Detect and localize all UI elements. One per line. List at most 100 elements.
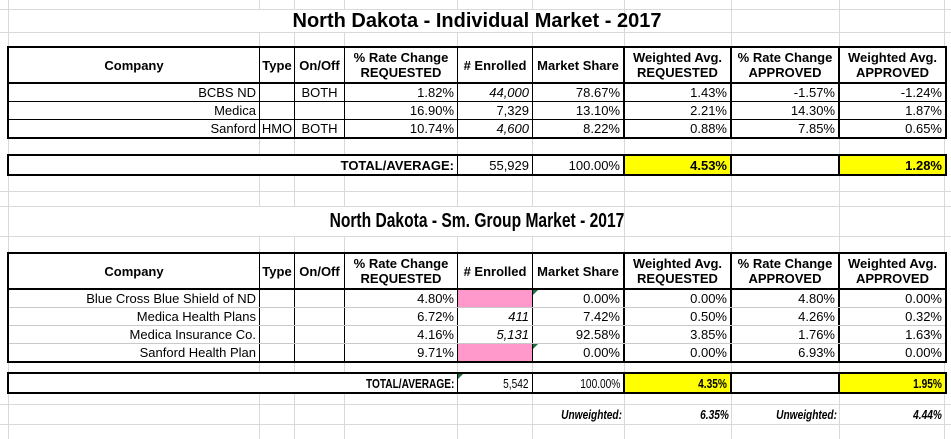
cell-enrolled[interactable]: 4,600: [458, 120, 533, 137]
cell-company[interactable]: Medica Insurance Co.: [9, 326, 260, 343]
cell-enrolled[interactable]: 44,000: [458, 84, 533, 101]
cell-type[interactable]: [260, 326, 295, 343]
unweighted-approved-value[interactable]: 4.44%: [913, 407, 942, 422]
total-wavg-requested[interactable]: 4.35%: [625, 374, 732, 392]
cell-enrolled[interactable]: 411: [458, 308, 533, 325]
cell-company[interactable]: BCBS ND: [9, 84, 260, 101]
col-header-market-share[interactable]: Market Share: [533, 48, 625, 82]
total-enrolled[interactable]: 5,542: [458, 374, 533, 392]
cell-onoff[interactable]: BOTH: [295, 84, 345, 101]
cell-wavg-approved[interactable]: 1.87%: [905, 103, 942, 118]
cell-rate-approved[interactable]: 14.30%: [732, 102, 840, 119]
cell-market-share[interactable]: 78.67%: [533, 84, 625, 101]
col-header-wavg-requested[interactable]: Weighted Avg. REQUESTED: [625, 254, 732, 288]
col-header-enrolled[interactable]: # Enrolled: [458, 48, 533, 82]
total-enrolled[interactable]: 55,929: [458, 156, 533, 174]
cell-wavg-approved[interactable]: 1.63%: [905, 327, 942, 342]
cell-wavg-approved[interactable]: 0.00%: [905, 345, 942, 360]
cell-onoff[interactable]: [295, 102, 345, 119]
cell-company[interactable]: Sanford Health Plan: [9, 344, 260, 361]
total-rate-approved[interactable]: [732, 156, 840, 174]
cell-market-share[interactable]: 13.10%: [533, 102, 625, 119]
col-header-rate-requested[interactable]: % Rate Change REQUESTED: [345, 254, 458, 288]
cell-wavg-approved[interactable]: 0.65%: [905, 121, 942, 136]
total-wavg-approved[interactable]: 1.28%: [840, 156, 945, 174]
cell-rate-requested[interactable]: 10.74%: [345, 120, 458, 137]
cell-onoff[interactable]: [295, 290, 345, 307]
cell-market-share[interactable]: 0.00%: [533, 344, 625, 361]
unweighted-label-approved[interactable]: Unweighted:: [776, 407, 837, 422]
cell-wavg-requested[interactable]: 0.00%: [625, 344, 732, 361]
cell-wavg-requested[interactable]: 0.50%: [625, 308, 732, 325]
cell-wavg-approved[interactable]: -1.24%: [900, 85, 942, 100]
cell-wavg-approved[interactable]: 0.00%: [905, 291, 942, 306]
col-header-enrolled[interactable]: # Enrolled: [458, 254, 533, 288]
cell-type[interactable]: [260, 102, 295, 119]
col-header-market-share[interactable]: Market Share: [533, 254, 625, 288]
total-label[interactable]: TOTAL/AVERAGE:: [9, 156, 458, 174]
individual-market-title[interactable]: North Dakota - Individual Market - 2017: [292, 9, 662, 32]
col-header-wavg-approved[interactable]: Weighted Avg. APPROVED: [847, 256, 938, 286]
cell-rate-approved[interactable]: 4.80%: [732, 290, 840, 307]
cell-rate-requested[interactable]: 4.80%: [345, 290, 458, 307]
col-header-type[interactable]: Type: [260, 48, 295, 82]
cell-wavg-requested[interactable]: 2.21%: [625, 102, 732, 119]
cell-enrolled-missing[interactable]: [458, 344, 533, 361]
cell-rate-approved[interactable]: -1.57%: [732, 84, 840, 101]
cell-rate-approved[interactable]: 4.26%: [732, 308, 840, 325]
cell-wavg-requested[interactable]: 0.00%: [625, 290, 732, 307]
cell-wavg-requested[interactable]: 0.88%: [625, 120, 732, 137]
cell-wavg-requested[interactable]: 3.85%: [625, 326, 732, 343]
cell-enrolled[interactable]: 7,329: [458, 102, 533, 119]
cell-company[interactable]: Medica Health Plans: [9, 308, 260, 325]
cell-rate-approved[interactable]: 6.93%: [732, 344, 840, 361]
cell-rate-requested[interactable]: 4.16%: [345, 326, 458, 343]
cell-market-share[interactable]: 7.42%: [533, 308, 625, 325]
col-header-company[interactable]: Company: [9, 48, 260, 82]
cell-type[interactable]: [260, 290, 295, 307]
cell-onoff[interactable]: [295, 308, 345, 325]
total-rate-approved[interactable]: [732, 374, 840, 392]
cell-type[interactable]: [260, 84, 295, 101]
total-market-share[interactable]: 100.00%: [533, 374, 625, 392]
cell-type[interactable]: [260, 344, 295, 361]
cell-market-share[interactable]: 8.22%: [533, 120, 625, 137]
col-header-rate-approved[interactable]: % Rate Change APPROVED: [732, 254, 840, 288]
unweighted-label-requested[interactable]: Unweighted:: [561, 407, 622, 422]
col-header-rate-requested[interactable]: % Rate Change REQUESTED: [345, 48, 458, 82]
cell-rate-requested[interactable]: 16.90%: [345, 102, 458, 119]
col-header-onoff[interactable]: On/Off: [295, 254, 345, 288]
col-header-company[interactable]: Company: [9, 254, 260, 288]
total-market-share[interactable]: 100.00%: [533, 156, 625, 174]
total-label[interactable]: TOTAL/AVERAGE:: [9, 374, 458, 392]
col-header-wavg-approved[interactable]: Weighted Avg. APPROVED: [847, 50, 938, 80]
total-wavg-requested[interactable]: 4.53%: [625, 156, 732, 174]
cell-onoff[interactable]: BOTH: [295, 120, 345, 137]
cell-company[interactable]: Medica: [9, 102, 260, 119]
cell-wavg-requested[interactable]: 1.43%: [625, 84, 732, 101]
cell-rate-approved[interactable]: 7.85%: [732, 120, 840, 137]
cell-rate-requested[interactable]: 1.82%: [345, 84, 458, 101]
cell-type[interactable]: HMO: [260, 120, 295, 137]
grid-spacer: [0, 139, 951, 154]
cell-enrolled[interactable]: 5,131: [458, 326, 533, 343]
col-header-wavg-requested[interactable]: Weighted Avg. REQUESTED: [625, 48, 732, 82]
cell-enrolled-missing[interactable]: [458, 290, 533, 307]
smgroup-market-title[interactable]: North Dakota - Sm. Group Market - 2017: [329, 210, 625, 232]
col-header-onoff[interactable]: On/Off: [295, 48, 345, 82]
cell-market-share[interactable]: 92.58%: [533, 326, 625, 343]
cell-company[interactable]: Sanford: [9, 120, 260, 137]
cell-wavg-approved[interactable]: 0.32%: [905, 309, 942, 324]
unweighted-requested-value[interactable]: 6.35%: [700, 407, 729, 422]
cell-onoff[interactable]: [295, 344, 345, 361]
cell-rate-approved[interactable]: 1.76%: [732, 326, 840, 343]
cell-company[interactable]: Blue Cross Blue Shield of ND: [9, 290, 260, 307]
col-header-type[interactable]: Type: [260, 254, 295, 288]
cell-rate-requested[interactable]: 6.72%: [345, 308, 458, 325]
cell-type[interactable]: [260, 308, 295, 325]
cell-market-share[interactable]: 0.00%: [533, 290, 625, 307]
col-header-rate-approved[interactable]: % Rate Change APPROVED: [732, 48, 840, 82]
cell-onoff[interactable]: [295, 326, 345, 343]
cell-rate-requested[interactable]: 9.71%: [345, 344, 458, 361]
total-wavg-approved[interactable]: 1.95%: [840, 374, 945, 392]
